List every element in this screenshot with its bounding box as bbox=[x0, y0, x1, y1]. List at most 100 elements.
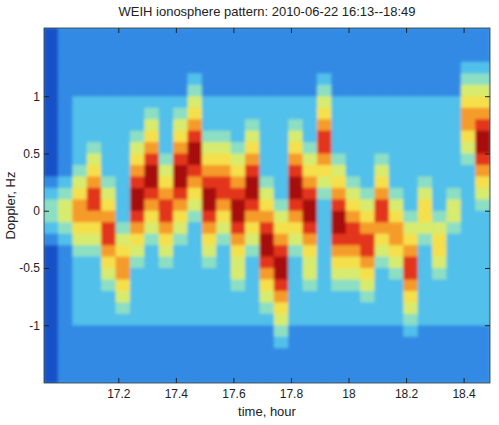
heat-cell bbox=[475, 302, 490, 314]
x-tick bbox=[176, 28, 177, 33]
heat-cell bbox=[303, 199, 318, 211]
heat-cell bbox=[130, 234, 145, 246]
heat-cell bbox=[216, 28, 231, 40]
heat-cell bbox=[173, 280, 188, 292]
heat-cell bbox=[159, 199, 174, 211]
heat-cell bbox=[216, 371, 231, 383]
heat-cell bbox=[116, 51, 131, 63]
heat-cell bbox=[101, 291, 116, 303]
heat-cell bbox=[130, 108, 145, 120]
heat-cell bbox=[116, 28, 131, 40]
heat-cell bbox=[144, 199, 159, 211]
heat-cell bbox=[231, 199, 246, 211]
heat-cell bbox=[87, 325, 102, 337]
heat-cell bbox=[144, 131, 159, 143]
y-tick bbox=[44, 325, 49, 326]
heat-cell bbox=[274, 62, 289, 74]
heat-cell bbox=[475, 211, 490, 223]
heat-cell bbox=[44, 131, 59, 143]
heat-cell bbox=[72, 257, 87, 269]
heat-cell bbox=[173, 337, 188, 349]
heat-cell bbox=[231, 268, 246, 280]
heat-cell bbox=[44, 199, 59, 211]
heat-cell bbox=[303, 108, 318, 120]
heat-cell bbox=[101, 142, 116, 154]
heat-cell bbox=[173, 245, 188, 257]
heat-cell bbox=[130, 188, 145, 200]
heat-cell bbox=[72, 176, 87, 188]
heat-cell bbox=[116, 108, 131, 120]
heat-cell bbox=[317, 154, 332, 166]
heat-cell bbox=[375, 131, 390, 143]
heat-cell bbox=[58, 108, 73, 120]
heat-cell bbox=[58, 325, 73, 337]
heat-cell bbox=[288, 188, 303, 200]
heat-cell bbox=[317, 314, 332, 326]
heat-cell bbox=[245, 268, 260, 280]
heat-cell bbox=[360, 108, 375, 120]
heat-cell bbox=[231, 119, 246, 131]
heat-cell bbox=[144, 348, 159, 360]
heat-cell bbox=[274, 234, 289, 246]
heat-cell bbox=[403, 348, 418, 360]
heat-cell bbox=[58, 268, 73, 280]
heat-cell bbox=[173, 96, 188, 108]
heat-cell bbox=[101, 62, 116, 74]
heat-cell bbox=[375, 234, 390, 246]
heat-cell bbox=[446, 280, 461, 292]
heat-cell bbox=[231, 73, 246, 85]
heat-cell bbox=[346, 280, 361, 292]
heat-cell bbox=[403, 62, 418, 74]
heat-cell bbox=[317, 119, 332, 131]
heat-cell bbox=[216, 96, 231, 108]
y-tick bbox=[485, 325, 490, 326]
heat-cell bbox=[288, 142, 303, 154]
y-tick-label: -0.5 bbox=[19, 261, 40, 275]
heat-cell bbox=[187, 51, 202, 63]
heat-cell bbox=[144, 108, 159, 120]
heat-cell bbox=[202, 131, 217, 143]
heat-cell bbox=[44, 108, 59, 120]
heat-cell bbox=[461, 360, 476, 372]
heat-cell bbox=[72, 360, 87, 372]
heat-cell bbox=[72, 280, 87, 292]
heat-cell bbox=[461, 51, 476, 63]
heat-cell bbox=[231, 154, 246, 166]
heat-cell bbox=[317, 337, 332, 349]
heat-cell bbox=[130, 142, 145, 154]
heat-cell bbox=[389, 245, 404, 257]
heat-cell bbox=[245, 96, 260, 108]
heat-cell bbox=[245, 280, 260, 292]
heat-cell bbox=[403, 28, 418, 40]
heat-cell bbox=[216, 51, 231, 63]
heat-cell bbox=[173, 73, 188, 85]
heat-cell bbox=[187, 348, 202, 360]
heat-cell bbox=[317, 131, 332, 143]
heat-cell bbox=[403, 302, 418, 314]
heat-cell bbox=[216, 131, 231, 143]
heat-cell bbox=[418, 314, 433, 326]
heat-cell bbox=[346, 222, 361, 234]
y-tick bbox=[44, 211, 49, 212]
heat-cell bbox=[418, 360, 433, 372]
heat-cell bbox=[375, 39, 390, 51]
heat-cell bbox=[101, 108, 116, 120]
heat-cell bbox=[144, 257, 159, 269]
heat-cell bbox=[101, 131, 116, 143]
heat-cell bbox=[432, 154, 447, 166]
x-tick-label: 18.4 bbox=[452, 387, 476, 401]
heat-cell bbox=[101, 188, 116, 200]
heat-cell bbox=[216, 291, 231, 303]
heat-cell bbox=[375, 360, 390, 372]
heat-cell bbox=[187, 62, 202, 74]
heat-cell bbox=[403, 51, 418, 63]
heat-cell bbox=[159, 337, 174, 349]
heat-cell bbox=[216, 39, 231, 51]
heat-cell bbox=[116, 62, 131, 74]
heat-cell bbox=[461, 337, 476, 349]
heat-cell bbox=[216, 302, 231, 314]
heat-cell bbox=[231, 314, 246, 326]
y-tick bbox=[44, 268, 49, 269]
heat-cell bbox=[418, 222, 433, 234]
heat-cell bbox=[375, 51, 390, 63]
